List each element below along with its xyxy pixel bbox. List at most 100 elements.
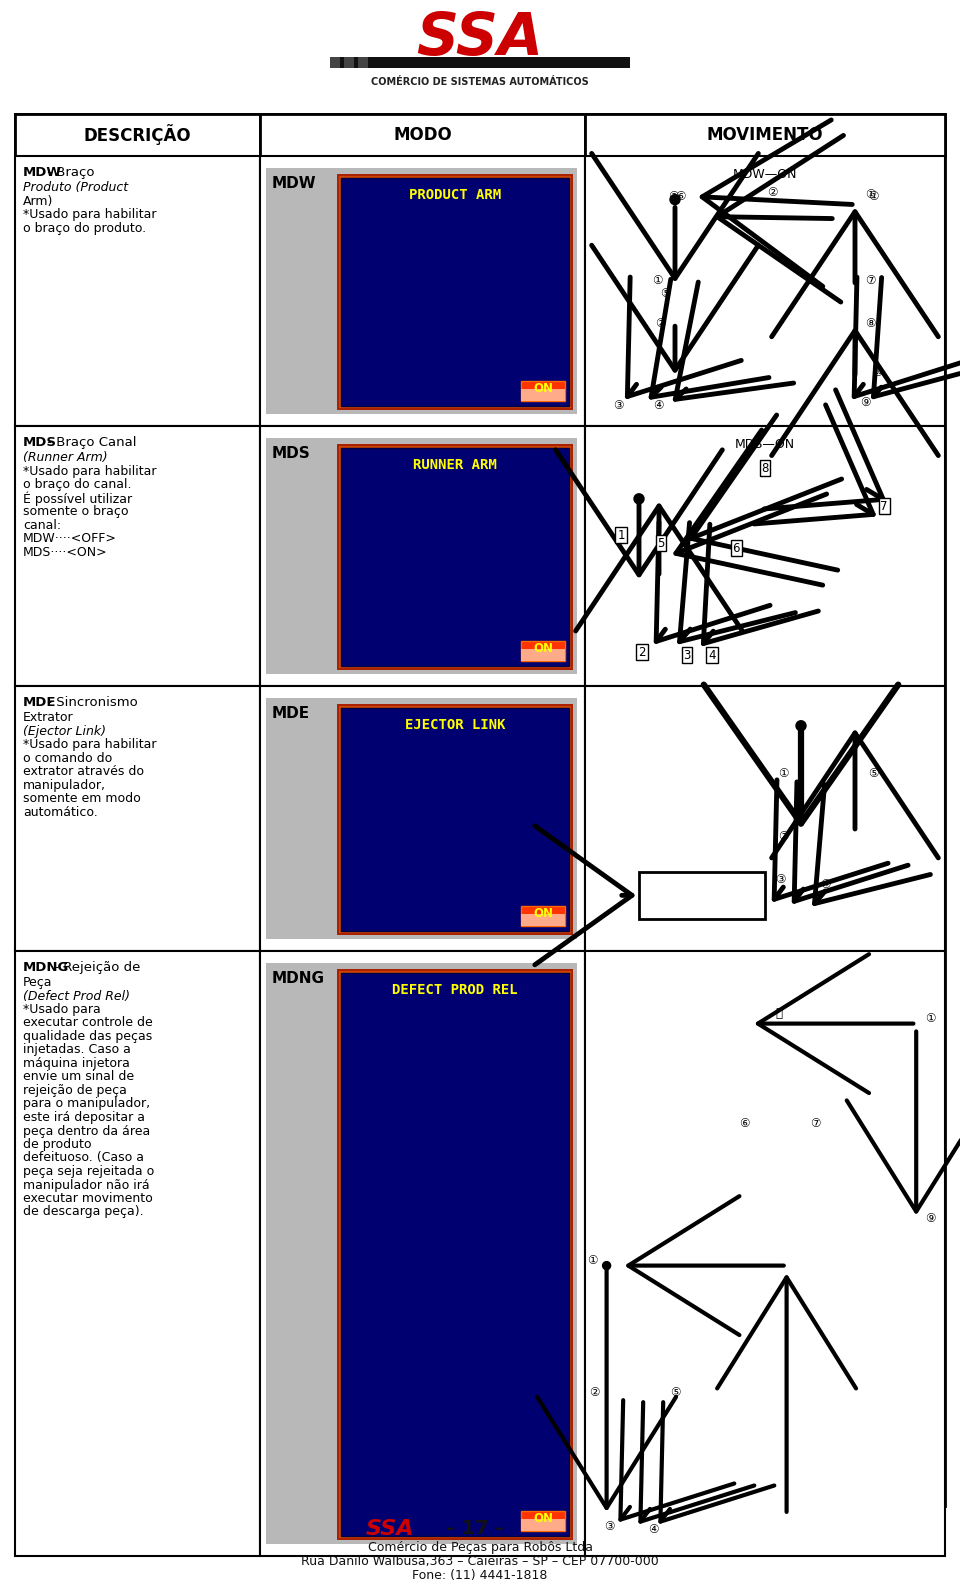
Bar: [639, 872, 765, 920]
Text: ③: ③: [612, 398, 623, 411]
Text: injetadas. Caso a: injetadas. Caso a: [23, 1044, 131, 1057]
Text: o comando do: o comando do: [23, 751, 112, 765]
Text: MDW····<OFF>: MDW····<OFF>: [23, 532, 117, 545]
Text: manipulador,: manipulador,: [23, 778, 106, 792]
Text: SSA: SSA: [417, 10, 543, 67]
Text: ③: ③: [775, 874, 785, 886]
Text: - Rejeição de: - Rejeição de: [50, 961, 140, 974]
Text: 5: 5: [658, 537, 664, 550]
Bar: [358, 57, 368, 69]
Text: canal:: canal:: [23, 518, 61, 531]
Text: DEFECT PROD REL: DEFECT PROD REL: [393, 983, 517, 996]
Text: o braço do canal.: o braço do canal.: [23, 478, 132, 491]
Bar: [521, 389, 565, 402]
Text: SSA: SSA: [366, 1519, 415, 1538]
Text: EJECTOR LINK: EJECTOR LINK: [405, 717, 505, 732]
Text: - Braço: - Braço: [43, 166, 95, 179]
Text: ②: ②: [767, 186, 778, 199]
Text: este irá depositar a: este irá depositar a: [23, 1111, 145, 1124]
Text: ①: ①: [652, 274, 662, 287]
Text: (Ejector Link): (Ejector Link): [23, 725, 106, 738]
Text: DESCRIÇÃO: DESCRIÇÃO: [84, 124, 191, 145]
Bar: [585, 426, 945, 685]
Text: ②: ②: [589, 1387, 600, 1400]
Text: executar movimento: executar movimento: [23, 1192, 153, 1205]
Text: ⑤: ⑤: [868, 767, 878, 779]
Text: MDNG: MDNG: [272, 971, 325, 987]
Bar: [260, 685, 585, 952]
Text: ②: ②: [778, 830, 788, 843]
Text: ON: ON: [533, 907, 553, 920]
Text: *Usado para: *Usado para: [23, 1003, 101, 1015]
Text: MDNG: MDNG: [23, 961, 69, 974]
Text: somente em modo: somente em modo: [23, 792, 141, 805]
Text: ⑫: ⑫: [776, 1007, 783, 1020]
Text: de descarga peça).: de descarga peça).: [23, 1205, 144, 1218]
Circle shape: [603, 1261, 611, 1269]
Text: manipulador não irá: manipulador não irá: [23, 1178, 150, 1191]
Text: 3: 3: [684, 649, 690, 662]
Circle shape: [634, 494, 644, 504]
Text: 2: 2: [638, 646, 646, 658]
Text: ④: ④: [653, 398, 663, 411]
Bar: [339, 175, 571, 408]
Text: peça seja rejeitada o: peça seja rejeitada o: [23, 1165, 155, 1178]
Text: ⑤: ⑤: [670, 1387, 681, 1400]
Text: MDS: MDS: [23, 437, 57, 450]
Text: Extrator: Extrator: [23, 711, 74, 724]
Text: 6: 6: [732, 542, 740, 555]
Bar: [341, 708, 569, 931]
Text: ③: ③: [605, 1521, 614, 1533]
Text: 7: 7: [880, 499, 888, 513]
Text: COMÉRCIO DE SISTEMAS AUTOMÁTICOS: COMÉRCIO DE SISTEMAS AUTOMÁTICOS: [372, 77, 588, 88]
Bar: [260, 156, 585, 426]
Text: Produto (Product: Produto (Product: [23, 182, 128, 194]
Text: o braço do produto.: o braço do produto.: [23, 222, 146, 234]
Bar: [341, 448, 569, 666]
Bar: [337, 174, 573, 410]
Bar: [341, 972, 569, 1537]
Bar: [521, 1511, 565, 1530]
Bar: [266, 438, 577, 674]
Text: ⑤: ⑤: [660, 287, 670, 300]
Bar: [260, 426, 585, 685]
Bar: [585, 115, 945, 156]
Text: É possível utilizar: É possível utilizar: [23, 491, 132, 505]
Bar: [266, 963, 577, 1545]
Bar: [15, 156, 260, 426]
Text: ⑦: ⑦: [865, 274, 876, 287]
Text: Arm): Arm): [23, 194, 54, 207]
Text: ①: ①: [865, 188, 876, 201]
Bar: [344, 57, 354, 69]
Text: ⑨: ⑨: [860, 395, 871, 408]
Bar: [266, 167, 577, 414]
Text: *Usado para habilitar: *Usado para habilitar: [23, 738, 156, 751]
Text: MDS: MDS: [272, 446, 311, 461]
Text: ②: ②: [668, 190, 679, 202]
Text: MOVIMENTO: MOVIMENTO: [707, 126, 824, 143]
Text: ①: ①: [778, 767, 788, 779]
Text: 4: 4: [708, 649, 716, 662]
Bar: [521, 913, 565, 926]
Text: peça dentro da área: peça dentro da área: [23, 1124, 151, 1138]
Bar: [521, 641, 565, 662]
Bar: [15, 115, 945, 1506]
Text: ON: ON: [533, 383, 553, 395]
Text: *Usado para habilitar: *Usado para habilitar: [23, 207, 156, 222]
Text: (Runner Arm): (Runner Arm): [23, 451, 108, 464]
Text: MDE: MDE: [23, 697, 57, 709]
Bar: [330, 57, 630, 69]
Text: ①: ①: [868, 190, 878, 202]
Text: ⑨: ⑨: [924, 1211, 935, 1224]
Text: ⑥: ⑥: [675, 190, 685, 202]
Text: para o manipulador,: para o manipulador,: [23, 1098, 150, 1111]
Text: ①: ①: [588, 1254, 598, 1267]
Text: (Defect Prod Rel): (Defect Prod Rel): [23, 990, 130, 1003]
Bar: [521, 905, 565, 926]
Bar: [585, 685, 945, 952]
Text: ②: ②: [655, 317, 665, 330]
Text: Peça: Peça: [23, 976, 53, 988]
Text: executar controle de: executar controle de: [23, 1017, 153, 1030]
Circle shape: [670, 194, 680, 204]
Text: - 17 -: - 17 -: [440, 1519, 503, 1538]
